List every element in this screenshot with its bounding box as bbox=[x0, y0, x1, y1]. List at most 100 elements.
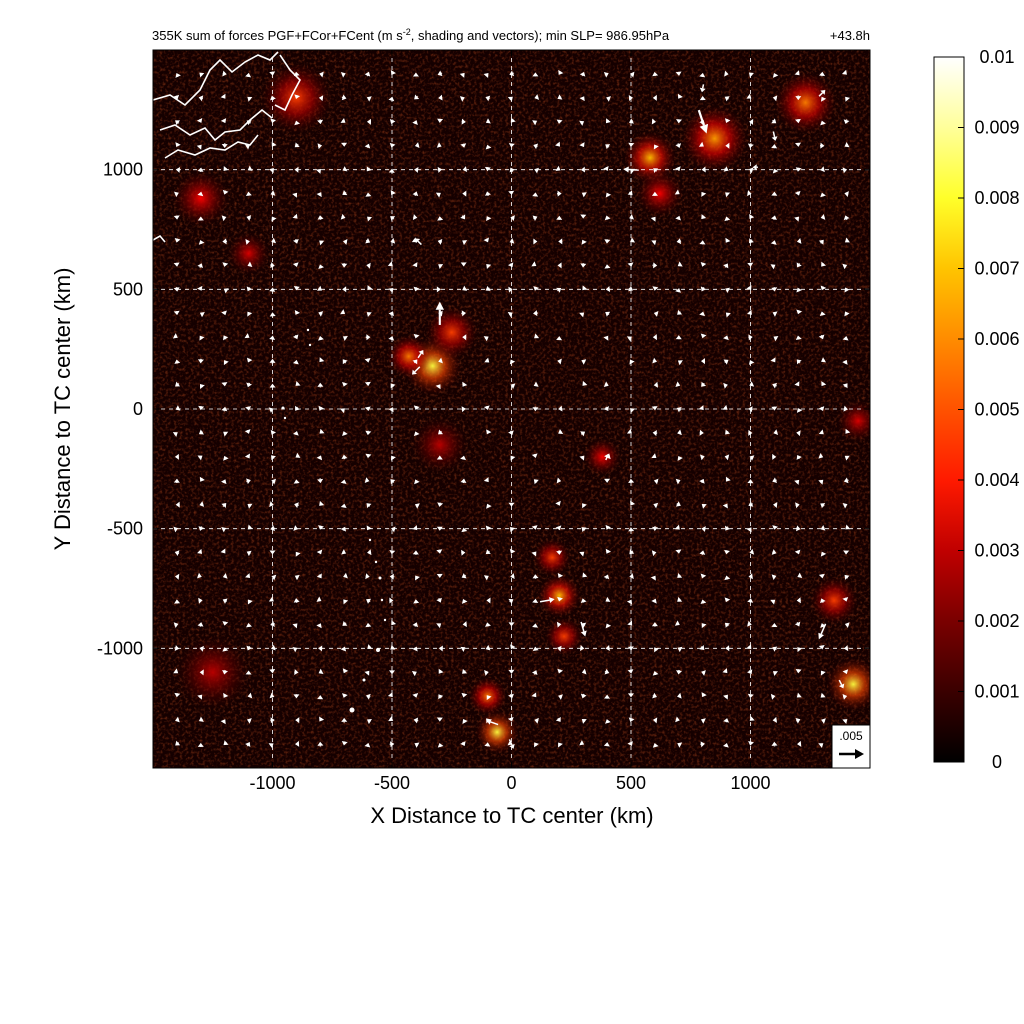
force-vector-small bbox=[436, 573, 443, 578]
force-vector-small bbox=[197, 191, 204, 197]
force-vector-small bbox=[818, 406, 825, 412]
force-vector-small bbox=[604, 239, 611, 244]
force-vector-small bbox=[341, 454, 348, 460]
force-vector-small bbox=[555, 500, 561, 506]
x-axis: -1000 -500 0 500 1000 bbox=[249, 50, 771, 793]
force-vector-small bbox=[413, 405, 420, 411]
force-vector-small bbox=[818, 429, 824, 435]
force-vector bbox=[580, 621, 587, 637]
force-vector-small bbox=[773, 336, 779, 342]
force-vector-small bbox=[223, 166, 229, 172]
force-vector-small bbox=[486, 216, 492, 222]
force-vector-small bbox=[462, 381, 468, 387]
force-vector-small bbox=[318, 645, 323, 652]
force-vector-small bbox=[412, 646, 418, 652]
force-vector-small bbox=[749, 381, 755, 387]
force-vector-small bbox=[365, 573, 370, 580]
colorbar-tick-label: 0.005 bbox=[974, 400, 1019, 420]
force-vector-small bbox=[796, 262, 802, 268]
force-vector-small bbox=[294, 94, 301, 100]
force-vector-small bbox=[390, 479, 396, 485]
force-vector-small bbox=[650, 575, 656, 581]
heatmap-hotspot bbox=[537, 574, 581, 618]
colorbar-tick-label: 0.003 bbox=[974, 541, 1019, 561]
force-vector-small bbox=[175, 405, 181, 411]
force-vector-small bbox=[437, 166, 443, 173]
force-vector-small bbox=[247, 503, 253, 509]
force-vector-small bbox=[390, 644, 396, 650]
force-vector-small bbox=[198, 716, 204, 722]
force-vector-small bbox=[771, 144, 778, 149]
coastline bbox=[153, 51, 301, 243]
force-vector-small bbox=[269, 335, 276, 340]
force-vector bbox=[699, 84, 706, 93]
force-vector-small bbox=[725, 645, 730, 652]
force-vector-small bbox=[652, 286, 659, 291]
force-vector-small bbox=[221, 215, 227, 222]
force-vector-small bbox=[221, 143, 228, 149]
force-vector-small bbox=[771, 215, 777, 221]
force-vector-small bbox=[388, 311, 394, 317]
force-vector-small bbox=[221, 382, 228, 387]
force-vector-small bbox=[342, 286, 347, 293]
force-vector-small bbox=[342, 336, 348, 342]
force-vector-small bbox=[556, 477, 562, 484]
force-vector-small bbox=[627, 741, 633, 746]
force-vector-small bbox=[675, 501, 681, 507]
force-vector-small bbox=[318, 525, 324, 530]
y-axis: -1000 -500 0 500 1000 bbox=[97, 160, 870, 658]
force-vector-small bbox=[582, 380, 588, 386]
force-vector-small bbox=[387, 692, 393, 698]
force-vector-small bbox=[818, 479, 824, 485]
force-vector-small bbox=[580, 431, 586, 437]
force-vector-small bbox=[340, 213, 346, 220]
force-vector-small bbox=[627, 620, 633, 626]
force-vector-small bbox=[389, 118, 396, 124]
force-vector-small bbox=[579, 120, 585, 126]
force-vector-small bbox=[748, 72, 754, 78]
force-vector-small bbox=[818, 453, 824, 459]
force-vector-small bbox=[510, 455, 516, 461]
force-vector-small bbox=[173, 262, 180, 267]
force-vector-small bbox=[220, 93, 226, 99]
force-vector-small bbox=[772, 382, 778, 389]
force-vector-small bbox=[317, 695, 324, 700]
force-vector-small bbox=[293, 525, 299, 531]
force-vector-small bbox=[747, 262, 754, 267]
force-vector-small bbox=[675, 71, 682, 76]
force-vector-small bbox=[342, 431, 348, 436]
force-vector-small bbox=[435, 192, 441, 198]
force-vector-small bbox=[820, 120, 826, 126]
force-vector-small bbox=[677, 309, 683, 315]
force-vector-small bbox=[795, 669, 802, 674]
force-vector-small bbox=[485, 644, 491, 651]
force-vector-small bbox=[626, 599, 633, 605]
force-vector-small bbox=[245, 239, 250, 245]
force-vector-small bbox=[842, 359, 848, 365]
colorbar-tick-label: 0.009 bbox=[974, 118, 1019, 138]
force-vector-small bbox=[460, 741, 466, 747]
force-vector-small bbox=[342, 668, 349, 674]
force-vector-small bbox=[582, 503, 587, 509]
force-vector bbox=[508, 739, 515, 749]
force-vector-small bbox=[605, 311, 611, 317]
force-vector-small bbox=[606, 96, 611, 102]
force-vector-small bbox=[533, 310, 538, 317]
colorbar-tick-label: 0.004 bbox=[974, 470, 1019, 490]
force-vector-small bbox=[604, 668, 610, 675]
force-vector-small bbox=[533, 143, 539, 150]
force-vector-small bbox=[270, 262, 275, 269]
force-vector-small bbox=[319, 428, 325, 434]
force-vector-small bbox=[651, 191, 658, 196]
force-vector-small bbox=[748, 501, 754, 507]
force-vector-small bbox=[199, 72, 205, 78]
force-vector-small bbox=[460, 143, 467, 148]
force-vector-small bbox=[388, 96, 395, 102]
force-vector-small bbox=[295, 452, 301, 458]
force-vector-small bbox=[675, 143, 682, 148]
force-vector-small bbox=[796, 237, 802, 244]
force-vector-small bbox=[675, 478, 681, 485]
force-vector-small bbox=[533, 479, 539, 485]
force-vector-small bbox=[603, 406, 609, 412]
force-vector-small bbox=[820, 692, 826, 698]
